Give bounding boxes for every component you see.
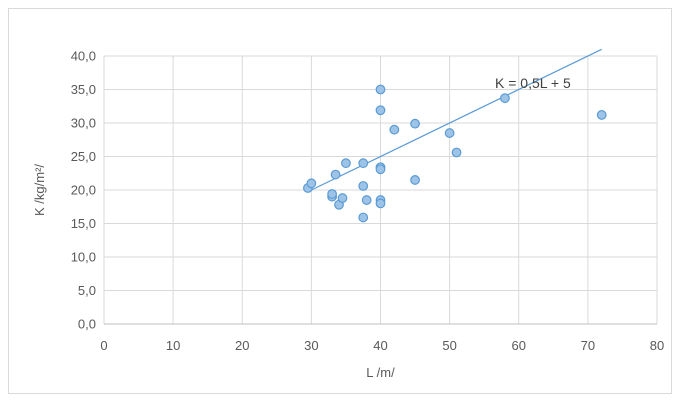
y-tick-label: 40,0 bbox=[71, 49, 96, 64]
y-tick-label: 35,0 bbox=[71, 82, 96, 97]
data-point bbox=[389, 124, 400, 135]
data-point bbox=[375, 164, 386, 175]
data-point bbox=[306, 178, 317, 189]
x-tick-label: 70 bbox=[581, 338, 595, 353]
data-point bbox=[341, 158, 351, 169]
trendline-group bbox=[311, 48, 602, 191]
data-point bbox=[451, 147, 462, 158]
x-tick-label: 80 bbox=[650, 338, 664, 353]
x-tick-label: 10 bbox=[166, 338, 180, 353]
y-tick-label: 25,0 bbox=[71, 149, 96, 164]
data-point bbox=[444, 128, 455, 138]
grid-lines bbox=[103, 55, 658, 325]
data-point bbox=[358, 212, 369, 223]
data-point bbox=[358, 158, 369, 169]
trendline-equation: K = 0,5L + 5 bbox=[495, 75, 571, 91]
data-point bbox=[337, 193, 348, 203]
data-points bbox=[303, 84, 607, 223]
y-axis-title: K /kg/m²/ bbox=[32, 164, 47, 216]
y-tick-label: 5,0 bbox=[78, 283, 96, 298]
data-point bbox=[330, 169, 341, 180]
data-point bbox=[361, 195, 372, 205]
y-tick-label: 15,0 bbox=[71, 216, 96, 231]
x-axis-title: L /m/ bbox=[366, 365, 395, 380]
data-point bbox=[327, 189, 338, 199]
y-tick-label: 20,0 bbox=[71, 183, 96, 198]
data-point bbox=[375, 198, 386, 209]
x-tick-label: 40 bbox=[373, 338, 387, 353]
tick-labels: 0 10 20 30 40 50 60 70 80 0,0 5,0 10,0 15,0 20,0 25,0 3… bbox=[71, 49, 665, 354]
x-tick-label: 20 bbox=[235, 338, 249, 353]
data-point bbox=[375, 105, 386, 116]
data-point bbox=[375, 84, 386, 95]
x-tick-label: 50 bbox=[442, 338, 456, 353]
y-tick-label: 30,0 bbox=[71, 116, 96, 131]
x-tick-label: 0 bbox=[100, 338, 107, 353]
data-point bbox=[410, 175, 420, 185]
data-point bbox=[500, 93, 510, 104]
data-point bbox=[596, 110, 607, 120]
data-point bbox=[358, 181, 369, 191]
trendline bbox=[311, 48, 602, 191]
y-tick-label: 0,0 bbox=[78, 317, 96, 332]
data-point bbox=[410, 118, 420, 129]
y-tick-label: 10,0 bbox=[71, 250, 96, 265]
x-tick-label: 30 bbox=[304, 338, 318, 353]
x-tick-label: 60 bbox=[512, 338, 526, 353]
